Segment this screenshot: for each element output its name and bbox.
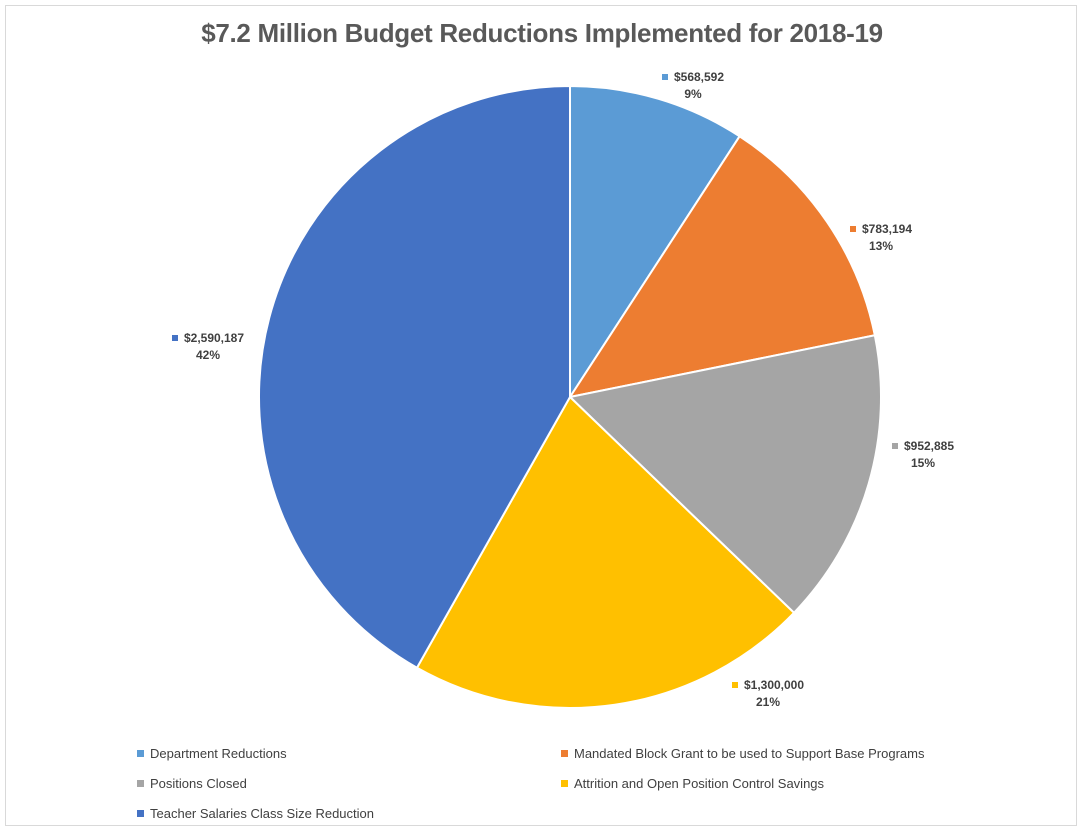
slice-label-mandated-block-grant: $783,194 13% xyxy=(836,221,926,255)
legend-item-department-reductions: Department Reductions xyxy=(137,746,287,761)
legend-item-positions-closed: Positions Closed xyxy=(137,776,247,791)
slice-label-positions-closed: $952,885 15% xyxy=(878,438,968,472)
chart-title: $7.2 Million Budget Reductions Implement… xyxy=(201,18,883,48)
pie-slice-0 xyxy=(569,84,741,401)
legend-item-attrition-savings: Attrition and Open Position Control Savi… xyxy=(561,776,824,791)
slice-label-swatch xyxy=(171,334,178,341)
slice-label-swatch xyxy=(849,225,856,232)
slice-label-teacher-salaries: $2,590,187 42% xyxy=(158,330,258,364)
legend-swatch xyxy=(561,780,568,788)
legend-swatch xyxy=(561,750,568,758)
legend-item-mandated-block-grant: Mandated Block Grant to be used to Suppo… xyxy=(561,746,924,761)
legend-item-teacher-salaries: Teacher Salaries Class Size Reduction xyxy=(137,806,374,821)
legend-swatch xyxy=(137,750,144,758)
pie-slice-4 xyxy=(258,84,571,670)
slice-label-swatch xyxy=(731,681,738,688)
legend-swatch xyxy=(137,780,144,788)
slice-label-swatch xyxy=(891,442,898,449)
pie-slice-2 xyxy=(567,334,882,615)
slice-label-swatch xyxy=(661,73,668,80)
slice-label-department-reductions: $568,592 9% xyxy=(648,69,738,103)
legend-swatch xyxy=(137,810,144,818)
slice-label-attrition-savings: $1,300,000 21% xyxy=(718,677,818,711)
pie-slice-3 xyxy=(415,395,796,710)
pie-slice-1 xyxy=(567,134,876,399)
